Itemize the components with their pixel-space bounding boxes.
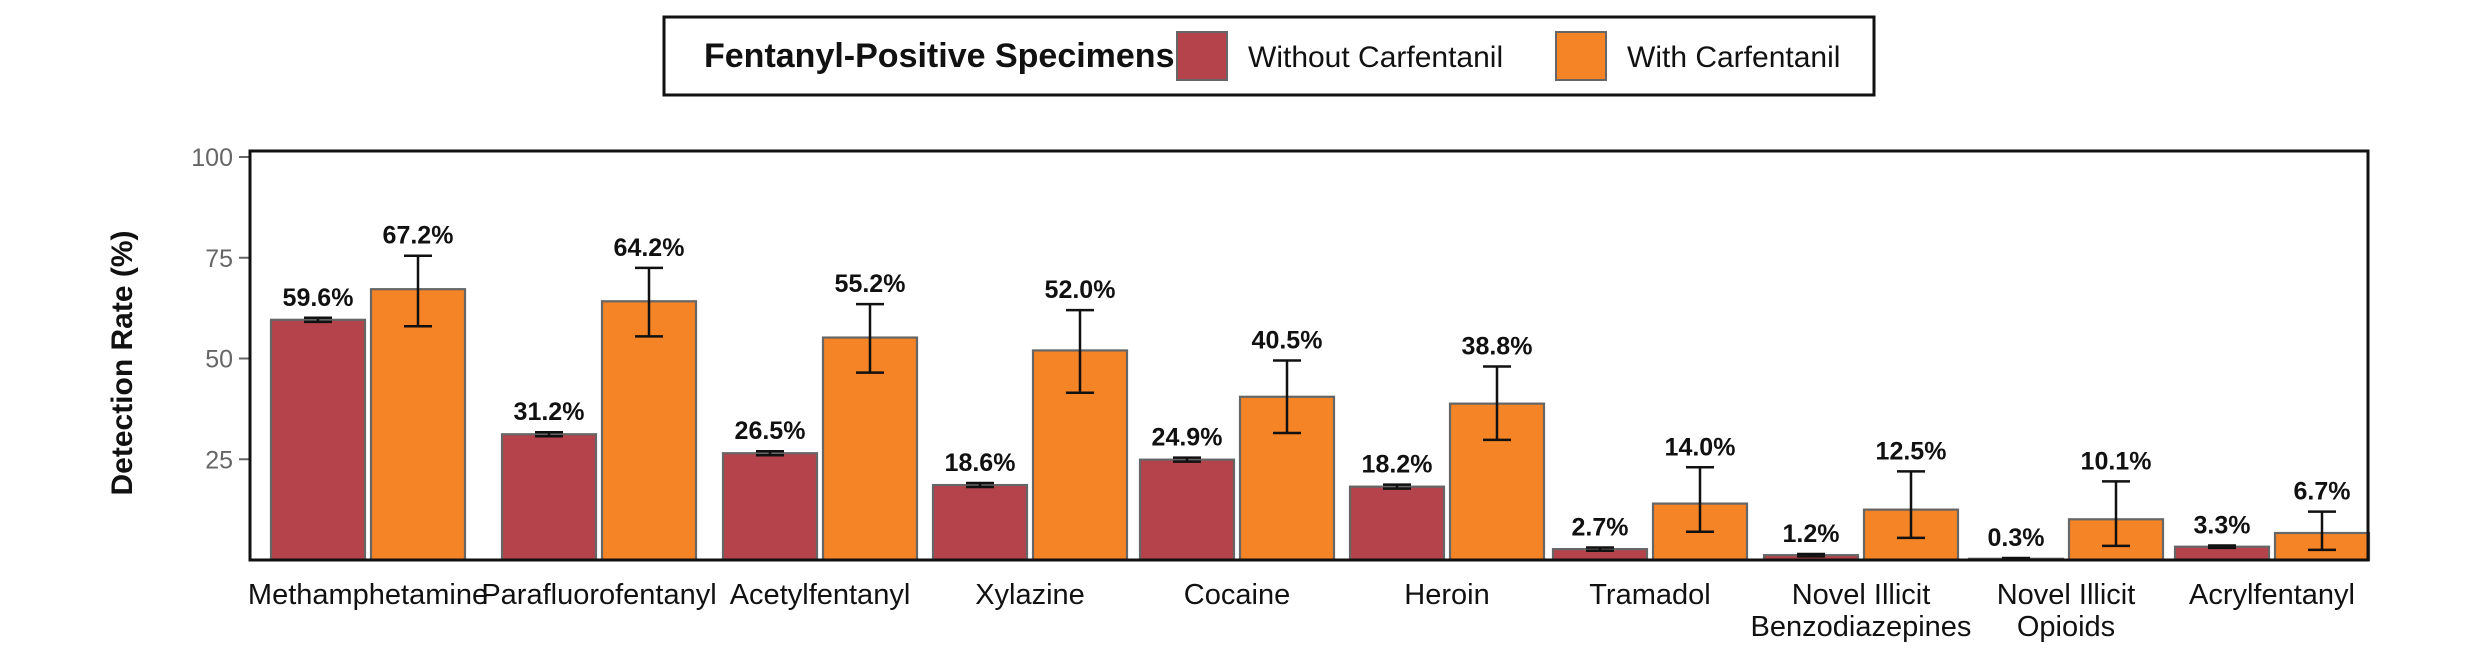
category-label-cocaine: Cocaine [1184, 579, 1290, 611]
bar-methamphetamine-without-carfentanil [269, 318, 367, 562]
bars-layer [269, 288, 2371, 562]
data-label-cocaine-without-carfentanil: 24.9% [1152, 424, 1223, 452]
data-label-cocaine-with-carfentanil: 40.5% [1252, 327, 1323, 355]
data-label-tramadol-without-carfentanil: 2.7% [1572, 514, 1629, 542]
data-label-parafluorofentanyl-without-carfentanil: 31.2% [514, 398, 585, 426]
error-bars-layer [304, 254, 2336, 561]
category-label-tramadol: Tramadol [1589, 579, 1710, 611]
y-axis-label: Detection Rate (%) [106, 230, 139, 495]
bar-methamphetamine-with-carfentanil [369, 288, 467, 562]
data-label-novel-illicit-opioids-without-carfentanil: 0.3% [1988, 524, 2045, 552]
data-label-novel-illicit-benzodiazepines-with-carfentanil: 12.5% [1876, 437, 1947, 465]
data-label-acetylfentanyl-without-carfentanil: 26.5% [735, 417, 806, 445]
data-label-methamphetamine-with-carfentanil: 67.2% [383, 222, 454, 250]
legend-title: Fentanyl-Positive Specimens: [704, 37, 1186, 75]
legend-swatch-without-carfentanil [1176, 31, 1228, 81]
legend-frame [662, 15, 1876, 97]
bar-heroin-without-carfentanil [1348, 485, 1446, 562]
bar-parafluorofentanyl-with-carfentanil [600, 300, 698, 562]
legend-label-with-carfentanil: With Carfentanil [1627, 41, 1840, 74]
data-label-heroin-without-carfentanil: 18.2% [1362, 451, 1433, 479]
category-label-acrylfentanyl: Acrylfentanyl [2189, 579, 2355, 611]
y-tick-label-75: 75 [205, 245, 233, 273]
y-tick-label-50: 50 [205, 346, 233, 374]
bar-acetylfentanyl-without-carfentanil [721, 452, 819, 562]
y-tick-label-100: 100 [191, 144, 233, 172]
bar-acetylfentanyl-with-carfentanil [821, 336, 919, 562]
bar-cocaine-without-carfentanil [1138, 458, 1236, 562]
category-label-parafluorofentanyl: Parafluorofentanyl [481, 579, 716, 611]
category-label-novel-illicit-opioids: Novel Illicit Opioids [1997, 579, 2136, 643]
data-label-heroin-with-carfentanil: 38.8% [1462, 333, 1533, 361]
data-label-parafluorofentanyl-with-carfentanil: 64.2% [614, 234, 685, 262]
legend-swatch-with-carfentanil [1555, 31, 1607, 81]
y-axis-ticks: 25 50 75 100 [191, 144, 250, 474]
data-label-xylazine-with-carfentanil: 52.0% [1045, 276, 1116, 304]
category-label-heroin: Heroin [1404, 579, 1489, 611]
legend: Fentanyl-Positive Specimens: Without Car… [662, 15, 1876, 97]
data-label-novel-illicit-opioids-with-carfentanil: 10.1% [2081, 447, 2152, 475]
category-label-xylazine: Xylazine [975, 579, 1085, 611]
bar-parafluorofentanyl-without-carfentanil [500, 433, 598, 562]
plot-frame [248, 149, 2370, 562]
data-label-xylazine-without-carfentanil: 18.6% [945, 449, 1016, 477]
data-label-tramadol-with-carfentanil: 14.0% [1665, 433, 1736, 461]
y-tick-label-25: 25 [205, 446, 233, 474]
category-label-methamphetamine: Methamphetamine [248, 579, 488, 611]
category-label-acetylfentanyl: Acetylfentanyl [730, 579, 911, 611]
category-label-novel-illicit-benzodiazepines: Novel Illicit Benzodiazepines [1751, 579, 1972, 643]
data-labels-layer: 59.6% 67.2% 31.2% 64.2% 26.5% 55.2% 18.6% 52.0%… [283, 222, 2351, 552]
legend-label-without-carfentanil: Without Carfentanil [1248, 41, 1503, 74]
data-label-methamphetamine-without-carfentanil: 59.6% [283, 284, 354, 312]
data-label-acetylfentanyl-with-carfentanil: 55.2% [835, 270, 906, 298]
data-label-acrylfentanyl-without-carfentanil: 3.3% [2194, 511, 2251, 539]
bar-xylazine-without-carfentanil [931, 483, 1029, 562]
data-label-novel-illicit-benzodiazepines-without-carfentanil: 1.2% [1783, 520, 1840, 548]
data-label-acrylfentanyl-with-carfentanil: 6.7% [2294, 478, 2351, 506]
